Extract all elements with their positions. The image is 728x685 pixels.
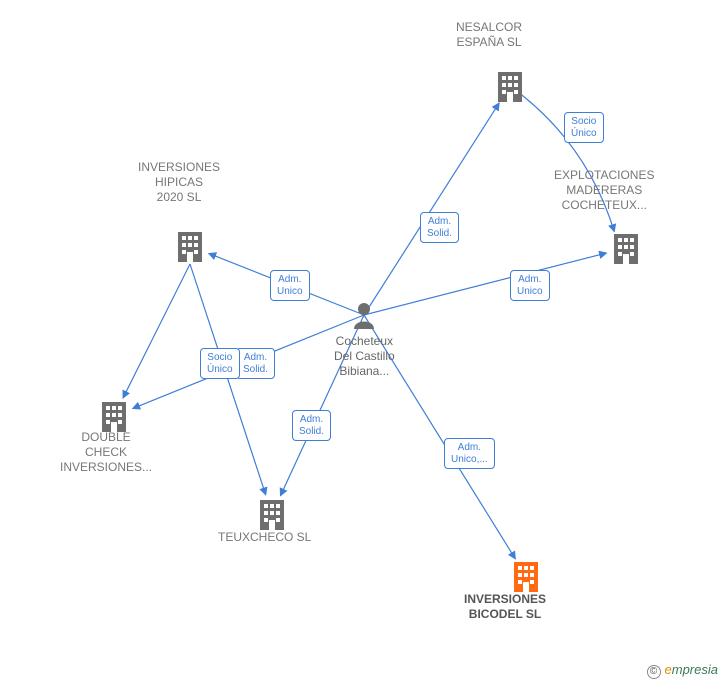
edge-label: Adm. Solid. (420, 212, 459, 243)
edge (123, 264, 190, 398)
center-node-label: Cocheteux Del Castillo Bibiana... (334, 334, 395, 379)
edge-label: Adm. Solid. (236, 348, 275, 379)
edge-label: Adm. Unico (270, 270, 310, 301)
edge-label: Adm. Unico,... (444, 438, 495, 469)
company-node-icon[interactable] (496, 70, 524, 102)
company-node-icon[interactable] (512, 560, 540, 592)
person-icon[interactable] (352, 301, 376, 329)
watermark-text: empresia (665, 662, 718, 677)
company-node-icon[interactable] (176, 230, 204, 262)
company-node-label: TEUXCHECO SL (218, 530, 311, 545)
company-node-label: EXPLOTACIONES MADERERAS COCHETEUX... (554, 168, 654, 213)
company-node-icon[interactable] (100, 400, 128, 432)
company-node-label: INVERSIONES BICODEL SL (464, 592, 546, 622)
copyright-icon: © (647, 665, 661, 679)
edge (364, 253, 607, 315)
edge-label: Adm. Unico (510, 270, 550, 301)
company-node-label: DOUBLE CHECK INVERSIONES... (60, 430, 152, 475)
company-node-label: INVERSIONES HIPICAS 2020 SL (138, 160, 220, 205)
edge (364, 103, 499, 315)
watermark: © empresia (647, 662, 718, 679)
edge (190, 264, 266, 495)
company-node-icon[interactable] (258, 498, 286, 530)
edge-label: Socio Único (200, 348, 240, 379)
company-node-label: NESALCOR ESPAÑA SL (456, 20, 522, 50)
edge-label: Adm. Solid. (292, 410, 331, 441)
edge-label: Socio Único (564, 112, 604, 143)
company-node-icon[interactable] (612, 232, 640, 264)
